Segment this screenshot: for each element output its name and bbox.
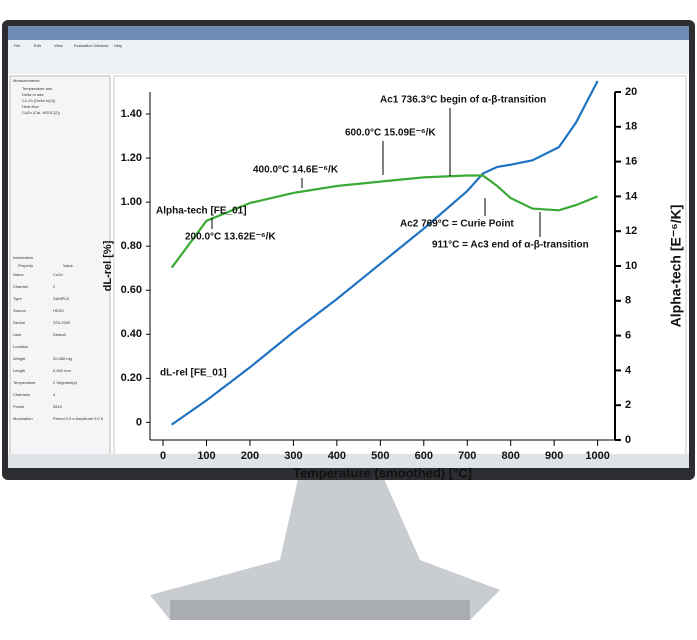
y-tick-label: 0.20 bbox=[121, 372, 142, 384]
info-cell: Name bbox=[13, 272, 24, 277]
info-cell: Location bbox=[13, 344, 28, 349]
y2-tick-label: 16 bbox=[625, 156, 637, 168]
tree-item: Temperature ann bbox=[22, 86, 52, 91]
annotation: 200.0°C 13.62E⁻⁶/K bbox=[185, 232, 276, 243]
info-cell: User bbox=[13, 332, 22, 337]
stand-base bbox=[170, 600, 470, 620]
info-cell: Length bbox=[13, 368, 25, 373]
info-cell: 0.000 mm bbox=[53, 368, 71, 373]
info-cell: 2 Segment(s) bbox=[53, 380, 78, 385]
y-tick-label: 0.60 bbox=[121, 284, 142, 296]
tree-item: CuZn (Cal. HDSC(2)) bbox=[22, 110, 61, 115]
y-tick-label: 1.40 bbox=[121, 108, 142, 120]
y-tick-label: 0 bbox=[136, 416, 142, 428]
info-cell: Source bbox=[13, 308, 26, 313]
info-cell: CuZn bbox=[53, 272, 63, 277]
info-cell: HDSC bbox=[53, 308, 64, 313]
info-cell: Period 0.0 s Amplitude 0.0 K bbox=[53, 416, 104, 421]
annotation: 911°C = Ac3 end of α-β-transition bbox=[432, 240, 589, 251]
info-cell: 5815 bbox=[53, 404, 63, 409]
info-cell: SAMPLE bbox=[53, 296, 70, 301]
panel-title: Measurements bbox=[13, 78, 39, 83]
y2-tick-label: 2 bbox=[625, 399, 631, 411]
x-tick-label: 400 bbox=[328, 450, 346, 462]
y2-tick-label: 4 bbox=[625, 364, 632, 376]
info-cell: Default bbox=[53, 332, 67, 337]
x-tick-label: 600 bbox=[415, 450, 433, 462]
annotation: Ac2 769°C = Curie Point bbox=[400, 219, 514, 230]
info-cell: 2 bbox=[53, 284, 56, 289]
series-label: dL-rel [FE_01] bbox=[160, 368, 227, 379]
toolbar bbox=[8, 40, 689, 74]
info-cell: Channels bbox=[13, 392, 30, 397]
x-tick-label: 700 bbox=[458, 450, 476, 462]
y2-axis-title: Alpha-tech [E⁻⁶/K] bbox=[668, 205, 684, 328]
info-cell: 4 bbox=[53, 392, 56, 397]
x-tick-label: 100 bbox=[197, 450, 215, 462]
info-cell: Modulation bbox=[13, 416, 33, 421]
y2-tick-label: 18 bbox=[625, 121, 637, 133]
sidebar bbox=[9, 75, 111, 457]
x-tick-label: 300 bbox=[284, 450, 302, 462]
tree-item: Cu Zn (Delta m(2)) bbox=[22, 98, 56, 103]
info-cell: Weight bbox=[13, 356, 26, 361]
series-line bbox=[170, 174, 599, 269]
y-tick-label: 0.80 bbox=[121, 240, 142, 252]
menu-item[interactable]: View bbox=[54, 43, 63, 48]
tree-item: Heat flow bbox=[22, 104, 39, 109]
menu-item[interactable]: Edit bbox=[34, 43, 42, 48]
info-cell: STA 2000 bbox=[53, 320, 71, 325]
y2-tick-label: 10 bbox=[625, 260, 637, 272]
series-label: Alpha-tech [FE_01] bbox=[156, 206, 247, 217]
info-cell: Points bbox=[13, 404, 24, 409]
x-tick-label: 500 bbox=[371, 450, 389, 462]
x-tick-label: 0 bbox=[160, 450, 166, 462]
y2-tick-label: 8 bbox=[625, 295, 631, 307]
x-tick-label: 800 bbox=[502, 450, 520, 462]
info-header: Property bbox=[18, 263, 33, 268]
menu-item[interactable]: File bbox=[14, 43, 21, 48]
menu-item[interactable]: Help bbox=[114, 43, 123, 48]
x-tick-label: 200 bbox=[241, 450, 259, 462]
info-cell: Temperature bbox=[13, 380, 36, 385]
y-axis-title: dL-rel [%] bbox=[102, 240, 114, 291]
y-tick-label: 1.20 bbox=[121, 152, 142, 164]
y2-tick-label: 20 bbox=[625, 86, 637, 98]
info-cell: Type bbox=[13, 296, 22, 301]
info-header: Value bbox=[63, 263, 74, 268]
menu-item[interactable]: Evaluation bbox=[74, 43, 93, 48]
monitor-stand bbox=[150, 470, 500, 620]
y-tick-label: 0.40 bbox=[121, 328, 142, 340]
x-tick-label: 900 bbox=[545, 450, 563, 462]
info-cell: Device bbox=[13, 320, 26, 325]
y2-tick-label: 6 bbox=[625, 330, 631, 342]
tree-item: Delta m ads bbox=[22, 92, 43, 97]
panel-title: Information bbox=[13, 255, 33, 260]
x-tick-label: 1000 bbox=[585, 450, 609, 462]
info-cell: Channel bbox=[13, 284, 28, 289]
y2-tick-label: 0 bbox=[625, 434, 631, 446]
y-tick-label: 1.00 bbox=[121, 196, 142, 208]
series-line bbox=[171, 80, 599, 426]
menu-item[interactable]: Window bbox=[94, 43, 108, 48]
annotation: 400.0°C 14.6E⁻⁶/K bbox=[253, 165, 339, 176]
annotation: Ac1 736.3°C begin of α-β-transition bbox=[380, 95, 546, 106]
title-bar bbox=[8, 26, 689, 40]
y2-tick-label: 12 bbox=[625, 225, 637, 237]
status-bar bbox=[8, 454, 689, 468]
info-cell: 20.480 mg bbox=[53, 356, 72, 361]
x-axis-title: Temperature (smoothed) [°C] bbox=[293, 465, 472, 480]
annotation: 600.0°C 15.09E⁻⁶/K bbox=[345, 128, 436, 139]
y2-tick-label: 14 bbox=[625, 190, 638, 202]
